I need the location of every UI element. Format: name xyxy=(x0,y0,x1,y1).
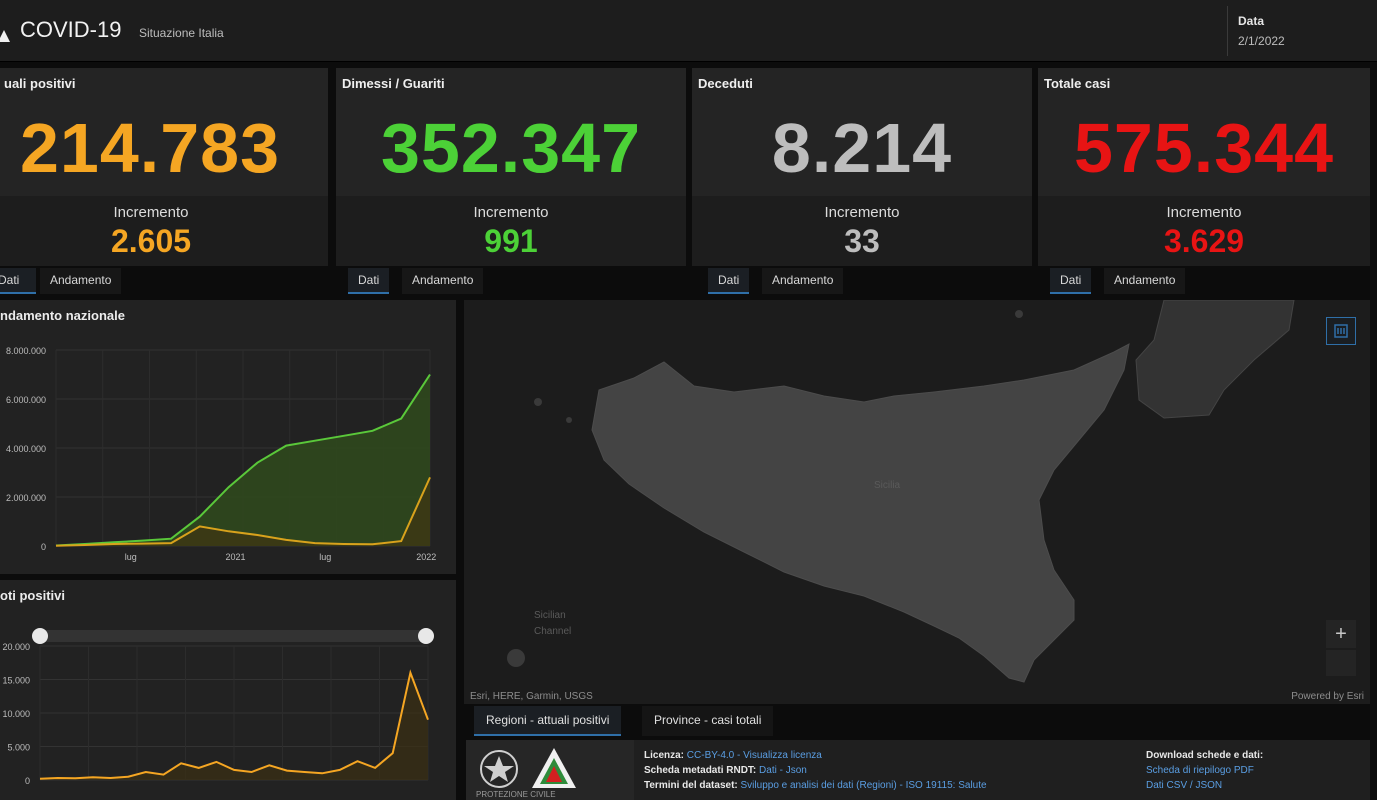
kpi-increment-box: Incremento 991 xyxy=(336,196,686,266)
download-section: Download schede e dati: Scheda di riepil… xyxy=(1146,748,1263,793)
logos-area: PROTEZIONE CIVILE xyxy=(466,740,634,800)
app-title: COVID-19 xyxy=(20,17,122,42)
map-attribution: Esri, HERE, Garmin, USGS xyxy=(470,691,593,702)
chart-andamento-nazionale: 8.000.000 6.000.000 4.000.000 2.000.000 0 lug… xyxy=(6,346,436,562)
kpi-value: 214.783 xyxy=(19,109,281,187)
scheda-label: Scheda metadati RNDT: xyxy=(644,765,757,776)
kpi-card-totale: Totale casi 575.344 Incremento 3.629 xyxy=(1038,68,1370,266)
map-region-label: Sicilia xyxy=(874,480,901,491)
x-tick-label: 2022 xyxy=(416,552,436,562)
app-subtitle: Situazione Italia xyxy=(139,26,224,40)
termini-label: Termini del dataset: xyxy=(644,780,738,791)
kpi-increment-label: Incremento xyxy=(473,204,549,221)
range-slider-handle-start[interactable] xyxy=(32,628,48,644)
date-label: Data xyxy=(1238,14,1265,28)
kpi-title: uali positivi xyxy=(4,76,76,91)
date-box: Data 2/1/2022 xyxy=(1227,6,1377,56)
range-slider-track xyxy=(40,630,428,642)
zoom-out-button[interactable] xyxy=(1326,650,1356,676)
series-line xyxy=(39,669,429,780)
y-tick-label: 10.000 xyxy=(2,709,30,719)
licenza-link[interactable]: CC-BY-4.0 - Visualizza licenza xyxy=(686,750,822,761)
app-logo-icon xyxy=(0,30,10,42)
kpi-card-positivi: uali positivi 214.783 Incremento 2.605 xyxy=(0,68,328,266)
kpi-title: Totale casi xyxy=(1044,76,1111,91)
map-land xyxy=(464,300,1370,704)
y-tick-label: 0 xyxy=(41,542,46,552)
emblem-icon xyxy=(480,750,518,788)
y-tick-label: 4.000.000 xyxy=(6,444,46,454)
info-panel: PROTEZIONE CIVILE Licenza: CC-BY-4.0 - V… xyxy=(466,740,1370,800)
download-title: Download schede e dati: xyxy=(1146,750,1264,761)
x-tick-label: 2021 xyxy=(226,552,246,562)
download-csv-link[interactable]: Dati CSV / JSON xyxy=(1146,780,1223,791)
series-line xyxy=(55,476,431,547)
tab-dati[interactable]: Dati xyxy=(708,268,750,294)
info-text: Licenza: CC-BY-4.0 - Visualizza licenza … xyxy=(644,748,987,793)
kpi-increment-box: Incremento 3.629 xyxy=(1038,196,1370,266)
x-tick-label: lug xyxy=(125,552,137,562)
kpi-card-deceduti: Deceduti 8.214 Incremento 33 xyxy=(692,68,1032,266)
tab-andamento[interactable]: Andamento xyxy=(402,268,484,294)
tab-dati[interactable]: Dati xyxy=(1050,268,1092,294)
tab-andamento[interactable]: Andamento xyxy=(1104,268,1186,294)
licenza-label: Licenza: xyxy=(644,750,685,761)
kpi-increment-label: Incremento xyxy=(824,204,900,221)
x-tick-label: lug xyxy=(319,552,331,562)
chart-attuali-positivi[interactable]: 20.000 15.000 10.000 5.000 0 xyxy=(0,580,456,800)
series-area xyxy=(56,374,430,546)
kpi-card-guariti: Dimessi / Guariti 352.347 Incremento 991 xyxy=(336,68,686,266)
scheda-link[interactable]: Dati - Json xyxy=(759,765,807,776)
chart-title: ndamento nazionale xyxy=(0,308,125,323)
chart-panel-andamento: ndamento nazionale 8.000.000 6.000.000 4.0… xyxy=(0,300,456,574)
map-legend-button[interactable] xyxy=(1326,317,1356,345)
kpi-value: 352.347 xyxy=(380,109,642,187)
kpi-title: Deceduti xyxy=(698,76,753,91)
map-sea-label: Sicilian xyxy=(534,610,566,621)
chart-title: oti positivi xyxy=(0,588,65,603)
y-tick-label: 6.000.000 xyxy=(6,395,46,405)
kpi-increment-label: Incremento xyxy=(113,204,189,221)
zoom-in-button[interactable]: + xyxy=(1326,620,1356,648)
tab-regioni[interactable]: Regioni - attuali positivi xyxy=(474,706,622,736)
range-slider-handle-end[interactable] xyxy=(418,628,434,644)
tab-andamento[interactable]: Andamento xyxy=(40,268,122,294)
map-powered-by: Powered by Esri xyxy=(1291,691,1364,702)
series-line xyxy=(55,373,431,547)
tab-andamento[interactable]: Andamento xyxy=(762,268,844,294)
y-tick-label: 5.000 xyxy=(7,743,30,753)
date-value: 2/1/2022 xyxy=(1238,34,1285,48)
tab-dati[interactable]: Dati xyxy=(0,268,36,294)
y-tick-label: 20.000 xyxy=(2,642,30,652)
y-tick-label: 8.000.000 xyxy=(6,346,46,356)
tab-province[interactable]: Province - casi totali xyxy=(642,706,774,736)
kpi-title: Dimessi / Guariti xyxy=(342,76,445,91)
protezione-civile-logo-icon xyxy=(532,748,576,788)
map-view[interactable]: Sicilia Sicilian Channel + Esri, HERE, G… xyxy=(464,300,1370,704)
termini-link[interactable]: Sviluppo e analisi dei dati (Regioni) - … xyxy=(740,780,987,791)
chart-panel-positivi: oti positivi 20.000 15.000 10.000 5.000 0 xyxy=(0,580,456,800)
kpi-increment-box: Incremento 33 xyxy=(692,196,1032,266)
tab-dati[interactable]: Dati xyxy=(348,268,390,294)
kpi-increment-value: 991 xyxy=(484,223,538,259)
kpi-increment-value: 2.605 xyxy=(110,223,192,259)
y-tick-label: 2.000.000 xyxy=(6,493,46,503)
top-bar: COVID-19 Situazione Italia Data 2/1/2022 xyxy=(0,0,1377,62)
y-tick-label: 0 xyxy=(25,776,30,786)
kpi-increment-value: 33 xyxy=(844,223,880,259)
map-sea-label: Channel xyxy=(534,626,572,637)
kpi-value: 8.214 xyxy=(771,109,953,187)
kpi-increment-value: 3.629 xyxy=(1163,223,1245,259)
y-tick-label: 15.000 xyxy=(2,676,30,686)
logo-caption: PROTEZIONE CIVILE xyxy=(476,790,556,799)
series-area xyxy=(40,672,428,780)
download-pdf-link[interactable]: Scheda di riepilogo PDF xyxy=(1146,765,1254,776)
kpi-increment-box: Incremento 2.605 xyxy=(0,196,328,266)
kpi-increment-label: Incremento xyxy=(1166,204,1242,221)
kpi-value: 575.344 xyxy=(1073,109,1335,187)
list-icon xyxy=(1334,324,1348,338)
